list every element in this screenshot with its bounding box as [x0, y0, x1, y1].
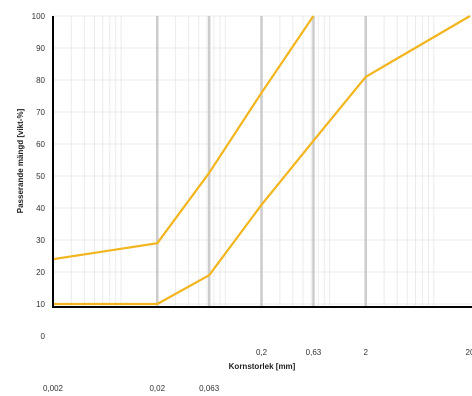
y-tick-labels: 0 10 20 30 40 50 60 70 80 90 100 [32, 12, 46, 341]
x-tick-labels-lower: 0,002 0,02 0,063 [43, 384, 220, 393]
minor-grid [53, 15, 472, 307]
y-tick-label: 70 [36, 108, 45, 117]
y-tick-label: 80 [36, 76, 45, 85]
x-tick-label: 0,02 [149, 384, 165, 393]
x-tick-label: 0,2 [256, 348, 268, 357]
x-tick-label: 2 [364, 348, 369, 357]
y-tick-label: 100 [32, 12, 46, 21]
y-tick-label: 30 [36, 236, 45, 245]
x-tick-label: 0,002 [43, 384, 64, 393]
y-axis-title: Passerande mängd [vikt-%] [16, 108, 25, 213]
y-tick-label: 0 [41, 332, 46, 341]
series-line-2 [53, 15, 471, 306]
x-tick-label: 20 [466, 348, 472, 357]
x-axis-title: Kornstorlek [mm] [229, 362, 296, 371]
series-lines [52, 15, 471, 306]
x-tick-labels-upper: 0,2 0,63 2 20 [256, 348, 472, 357]
series-line-1 [52, 15, 315, 261]
axes [52, 16, 472, 308]
y-tick-label: 40 [36, 204, 45, 213]
y-tick-label: 20 [36, 268, 45, 277]
x-tick-label: 0,063 [199, 384, 220, 393]
y-tick-label: 10 [36, 300, 45, 309]
x-tick-label: 0,63 [306, 348, 322, 357]
major-grid [156, 16, 367, 307]
y-tick-label: 50 [36, 172, 45, 181]
y-tick-label: 90 [36, 44, 45, 53]
y-tick-label: 60 [36, 140, 45, 149]
